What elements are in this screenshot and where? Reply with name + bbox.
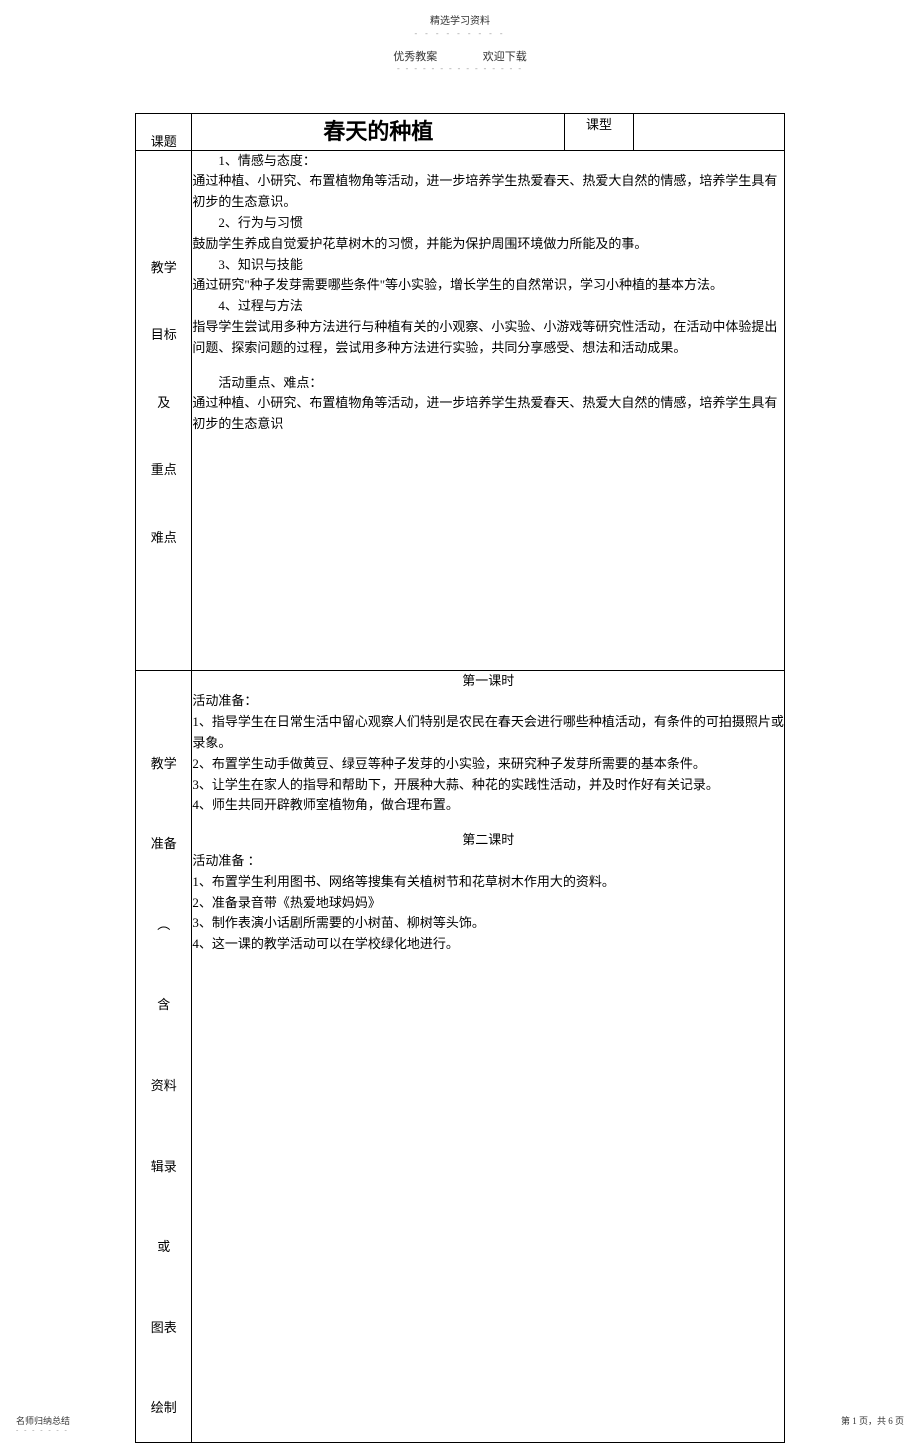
prep-heading-1: 第一课时 <box>192 671 784 692</box>
obj-line-3: 2、行为与习惯 <box>192 213 784 234</box>
prep-line-10: 4、这一课的教学活动可以在学校绿化地进行。 <box>192 934 784 955</box>
obj-line-9: 活动重点、难点： <box>192 373 784 394</box>
prep-content-cell: 第一课时 活动准备： 1、指导学生在日常生活中留心观察人们特别是农民在春天会进行… <box>192 670 785 1442</box>
obj-line-4: 鼓励学生养成自觉爱护花草树木的习惯，并能为保护周围环境做力所能及的事。 <box>192 234 784 255</box>
table-row-title: 课题 春天的种植 课型 <box>136 114 785 151</box>
obj-line-10: 通过种植、小研究、布置植物角等活动，进一步培养学生热爱春天、热爱大自然的情感，培… <box>192 393 784 435</box>
prep-line-2: 1、指导学生在日常生活中留心观察人们特别是农民在春天会进行哪些种植活动，有条件的… <box>192 712 784 754</box>
prep-label-text: 教学 准备 ︵ 含 资料 辑录 或 图表 绘制 <box>136 744 191 1429</box>
obj-line-2: 通过种植、小研究、布置植物角等活动，进一步培养学生热爱春天、热爱大自然的情感，培… <box>192 171 784 213</box>
prep-line-3: 2、布置学生动手做黄豆、绿豆等种子发芽的小实验，来研究种子发芽所需要的基本条件。 <box>192 754 784 775</box>
prep-line-9: 3、制作表演小话剧所需要的小树苗、柳树等头饰。 <box>192 913 784 934</box>
lesson-title-cell: 春天的种植 <box>192 114 565 151</box>
objectives-label-cell: 教学 目标 及 重点 难点 <box>136 150 192 670</box>
header-top-dots: - - - - - - - - - <box>0 29 920 38</box>
header-sub-left: 优秀教案 <box>393 51 437 63</box>
objectives-content-cell: 1、情感与态度： 通过种植、小研究、布置植物角等活动，进一步培养学生热爱春天、热… <box>192 150 785 670</box>
prep-line-8: 2、准备录音带《热爱地球妈妈》 <box>192 893 784 914</box>
lesson-plan-table: 课题 春天的种植 课型 教学 目标 及 重点 难点 1、情感与态度： 通过种植、… <box>135 113 785 1443</box>
prep-line-7: 1、布置学生利用图书、网络等搜集有关植树节和花草树木作用大的资料。 <box>192 872 784 893</box>
header-sub-underline: - - - - - - - - - - - - - - - <box>0 64 920 73</box>
obj-line-8: 指导学生尝试用多种方法进行与种植有关的小观察、小实验、小游戏等研究性活动，在活动… <box>192 317 784 359</box>
obj-line-5: 3、知识与技能 <box>192 255 784 276</box>
header-sub-right: 欢迎下载 <box>483 51 527 63</box>
footer-right-text: 第 1 页，共 6 页 <box>841 1414 904 1427</box>
prep-heading-2: 第二课时 <box>192 830 784 851</box>
table-row-prep: 教学 准备 ︵ 含 资料 辑录 或 图表 绘制 第一课时 活动准备： 1、指导学… <box>136 670 785 1442</box>
table-row-objectives: 教学 目标 及 重点 难点 1、情感与态度： 通过种植、小研究、布置植物角等活动… <box>136 150 785 670</box>
obj-line-7: 4、过程与方法 <box>192 296 784 317</box>
obj-line-1: 1、情感与态度： <box>192 151 784 172</box>
prep-line-6: 活动准备 ： <box>192 851 784 872</box>
type-value-cell <box>633 114 784 151</box>
prep-line-1: 活动准备： <box>192 691 784 712</box>
prep-label-cell: 教学 准备 ︵ 含 资料 辑录 或 图表 绘制 <box>136 670 192 1442</box>
prep-line-5: 4、师生共同开辟教师室植物角，做合理布置。 <box>192 795 784 816</box>
topic-label-cell: 课题 <box>136 114 192 151</box>
header-top-text: 精选学习资料 <box>0 0 920 27</box>
footer-left-dots: - - - - - - - <box>16 1426 69 1434</box>
type-label-cell: 课型 <box>565 114 634 151</box>
obj-line-6: 通过研究"种子发芽需要哪些条件"等小实验，增长学生的自然常识，学习小种植的基本方… <box>192 275 784 296</box>
prep-line-4: 3、让学生在家人的指导和帮助下，开展种大蒜、种花的实践性活动，并及时作好有关记录… <box>192 775 784 796</box>
header-sub: 优秀教案 欢迎下载 <box>0 48 920 64</box>
